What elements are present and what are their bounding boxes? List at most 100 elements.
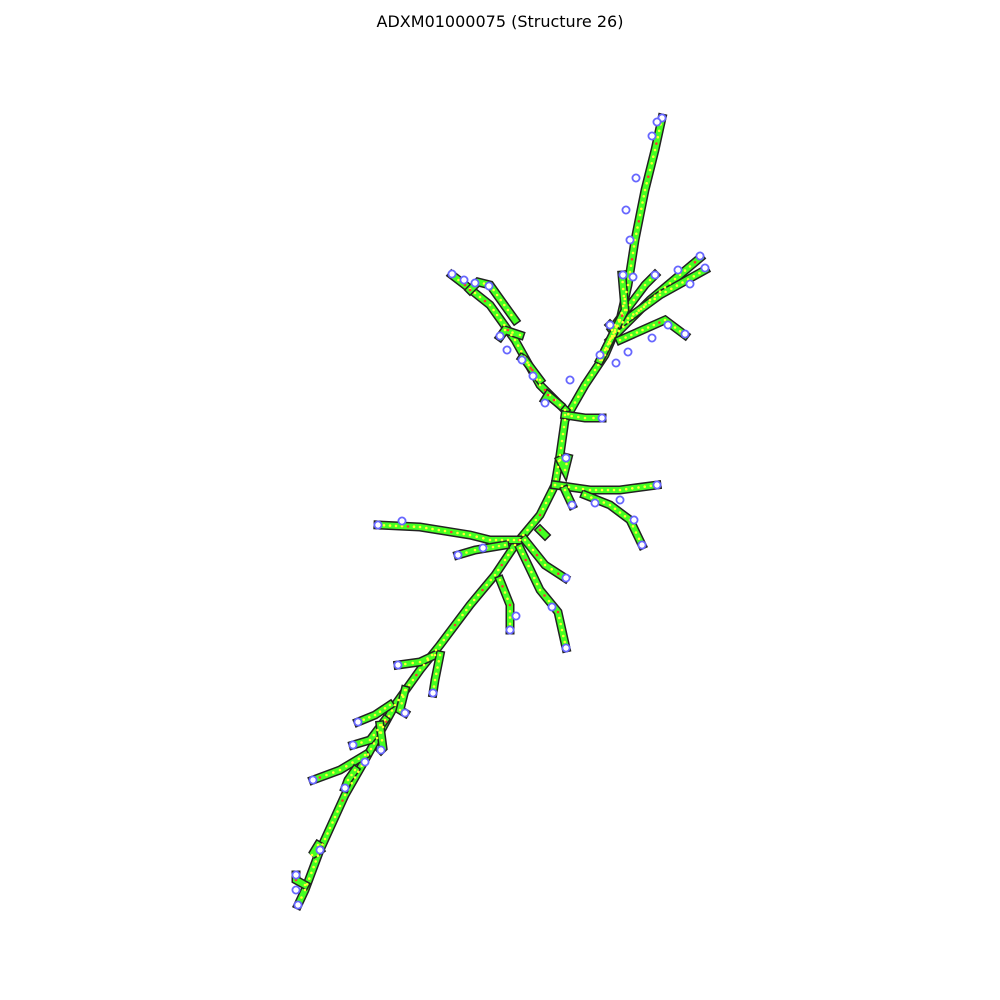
nucleotide-dot [559,622,562,626]
nucleotide-dot [483,299,487,303]
nucleotide-dot [637,486,640,489]
nucleotide-dot [468,288,472,292]
stem-segment [294,114,666,909]
nucleotide-dot [350,782,354,785]
nucleotide-dot [511,331,514,334]
nucleotide-dot [592,416,595,420]
nucleotide-dot [563,640,566,644]
nucleotide-dot [506,328,510,332]
nucleotide-dot [663,318,667,322]
nucleotide-dot [637,220,641,223]
hairpin-loop [618,270,628,280]
nucleotide-dot [574,486,578,490]
nucleotide-dot [383,718,387,722]
nucleotide-dot [394,524,398,528]
nucleotide-dot [632,313,635,316]
hairpin-loop [502,345,512,355]
nucleotide-dot [495,293,499,297]
hairpin-loop [605,320,615,330]
nucleotide-dot [321,843,324,846]
nucleotide-dot [615,325,618,329]
nucleotide-dot [567,496,570,499]
nucleotide-dot [678,330,682,333]
nucleotide-dot [465,551,468,554]
nucleotide-dot [645,182,648,185]
nucleotide-dot [621,304,625,308]
nucleotide-dot [653,148,657,152]
nucleotide-dot [418,660,422,664]
nucleotide-dot [632,245,636,248]
nucleotide-dot [303,888,307,892]
nucleotide-dot [535,582,539,586]
figure-title: ADXM01000075 (Structure 26) [376,12,624,31]
hairpin-loop [348,740,358,750]
nucleotide-dot [535,553,539,557]
nucleotide-dot [675,284,679,287]
nucleotide-dot [510,333,513,337]
hairpin-loop [590,498,600,508]
nucleotide-dot [435,672,438,676]
nucleotide-dot [345,765,348,768]
nucleotide-dot [369,747,373,751]
nucleotide-dot [550,568,553,571]
nucleotide-dot [373,713,377,717]
nucleotide-dot [533,576,536,580]
hairpin-loop [293,900,303,910]
nucleotide-dot [547,495,551,499]
nucleotide-dot [621,287,625,291]
nucleotide-dot [577,395,580,399]
hairpin-loop [652,480,662,490]
nucleotide-dot [333,815,337,819]
nucleotide-dot [300,896,303,899]
nucleotide-dot [325,773,328,777]
nucleotide-dot [550,489,554,493]
nucleotide-dot [580,389,583,393]
nucleotide-dot [310,853,314,857]
nucleotide-dot [508,603,512,607]
nucleotide-dot [363,753,367,757]
nucleotide-dot [663,286,667,289]
nucleotide-dot [683,269,687,272]
nucleotide-dot [653,294,657,298]
nucleotide-dot [538,588,542,592]
nucleotide-dot [641,201,644,204]
nucleotide-dot [648,168,652,172]
nucleotide-dot [375,736,379,740]
hairpin-loop [565,375,575,385]
hairpin-loop [637,540,647,550]
nucleotide-dot [688,265,692,268]
nucleotide-dot [641,328,644,332]
nucleotide-dot [497,544,501,548]
nucleotide-dot [350,773,353,777]
nucleotide-dot [541,507,545,511]
nucleotide-dot [631,251,635,255]
nucleotide-dot [521,552,525,556]
nucleotide-dot [640,207,643,211]
nucleotide-dot [692,275,696,278]
nucleotide-dot [433,653,437,657]
hairpin-loop [360,757,370,767]
nucleotide-dot [530,523,533,527]
nucleotide-dot [636,293,639,297]
nucleotide-dots-layer [294,123,701,907]
hairpin-loop [428,688,438,698]
nucleotide-dot [570,414,573,418]
nucleotide-dot [543,563,547,567]
nucleotide-dot [538,378,542,382]
nucleotide-dot [383,707,387,710]
nucleotide-dot [393,703,397,707]
nucleotide-dot [450,628,453,632]
nucleotide-dot [529,366,532,370]
nucleotide-dot [647,175,650,178]
hairpin-loop [561,453,571,463]
nucleotide-dot [649,484,653,488]
nucleotide-dot [623,301,626,305]
nucleotide-dot [316,843,320,847]
hairpin-loop [621,205,631,215]
nucleotide-dot [546,393,550,397]
nucleotide-dot [539,558,543,562]
nucleotide-dot [362,718,366,721]
nucleotide-dot [563,408,567,412]
hairpin-loop [400,708,410,718]
nucleotide-dot [518,546,522,550]
